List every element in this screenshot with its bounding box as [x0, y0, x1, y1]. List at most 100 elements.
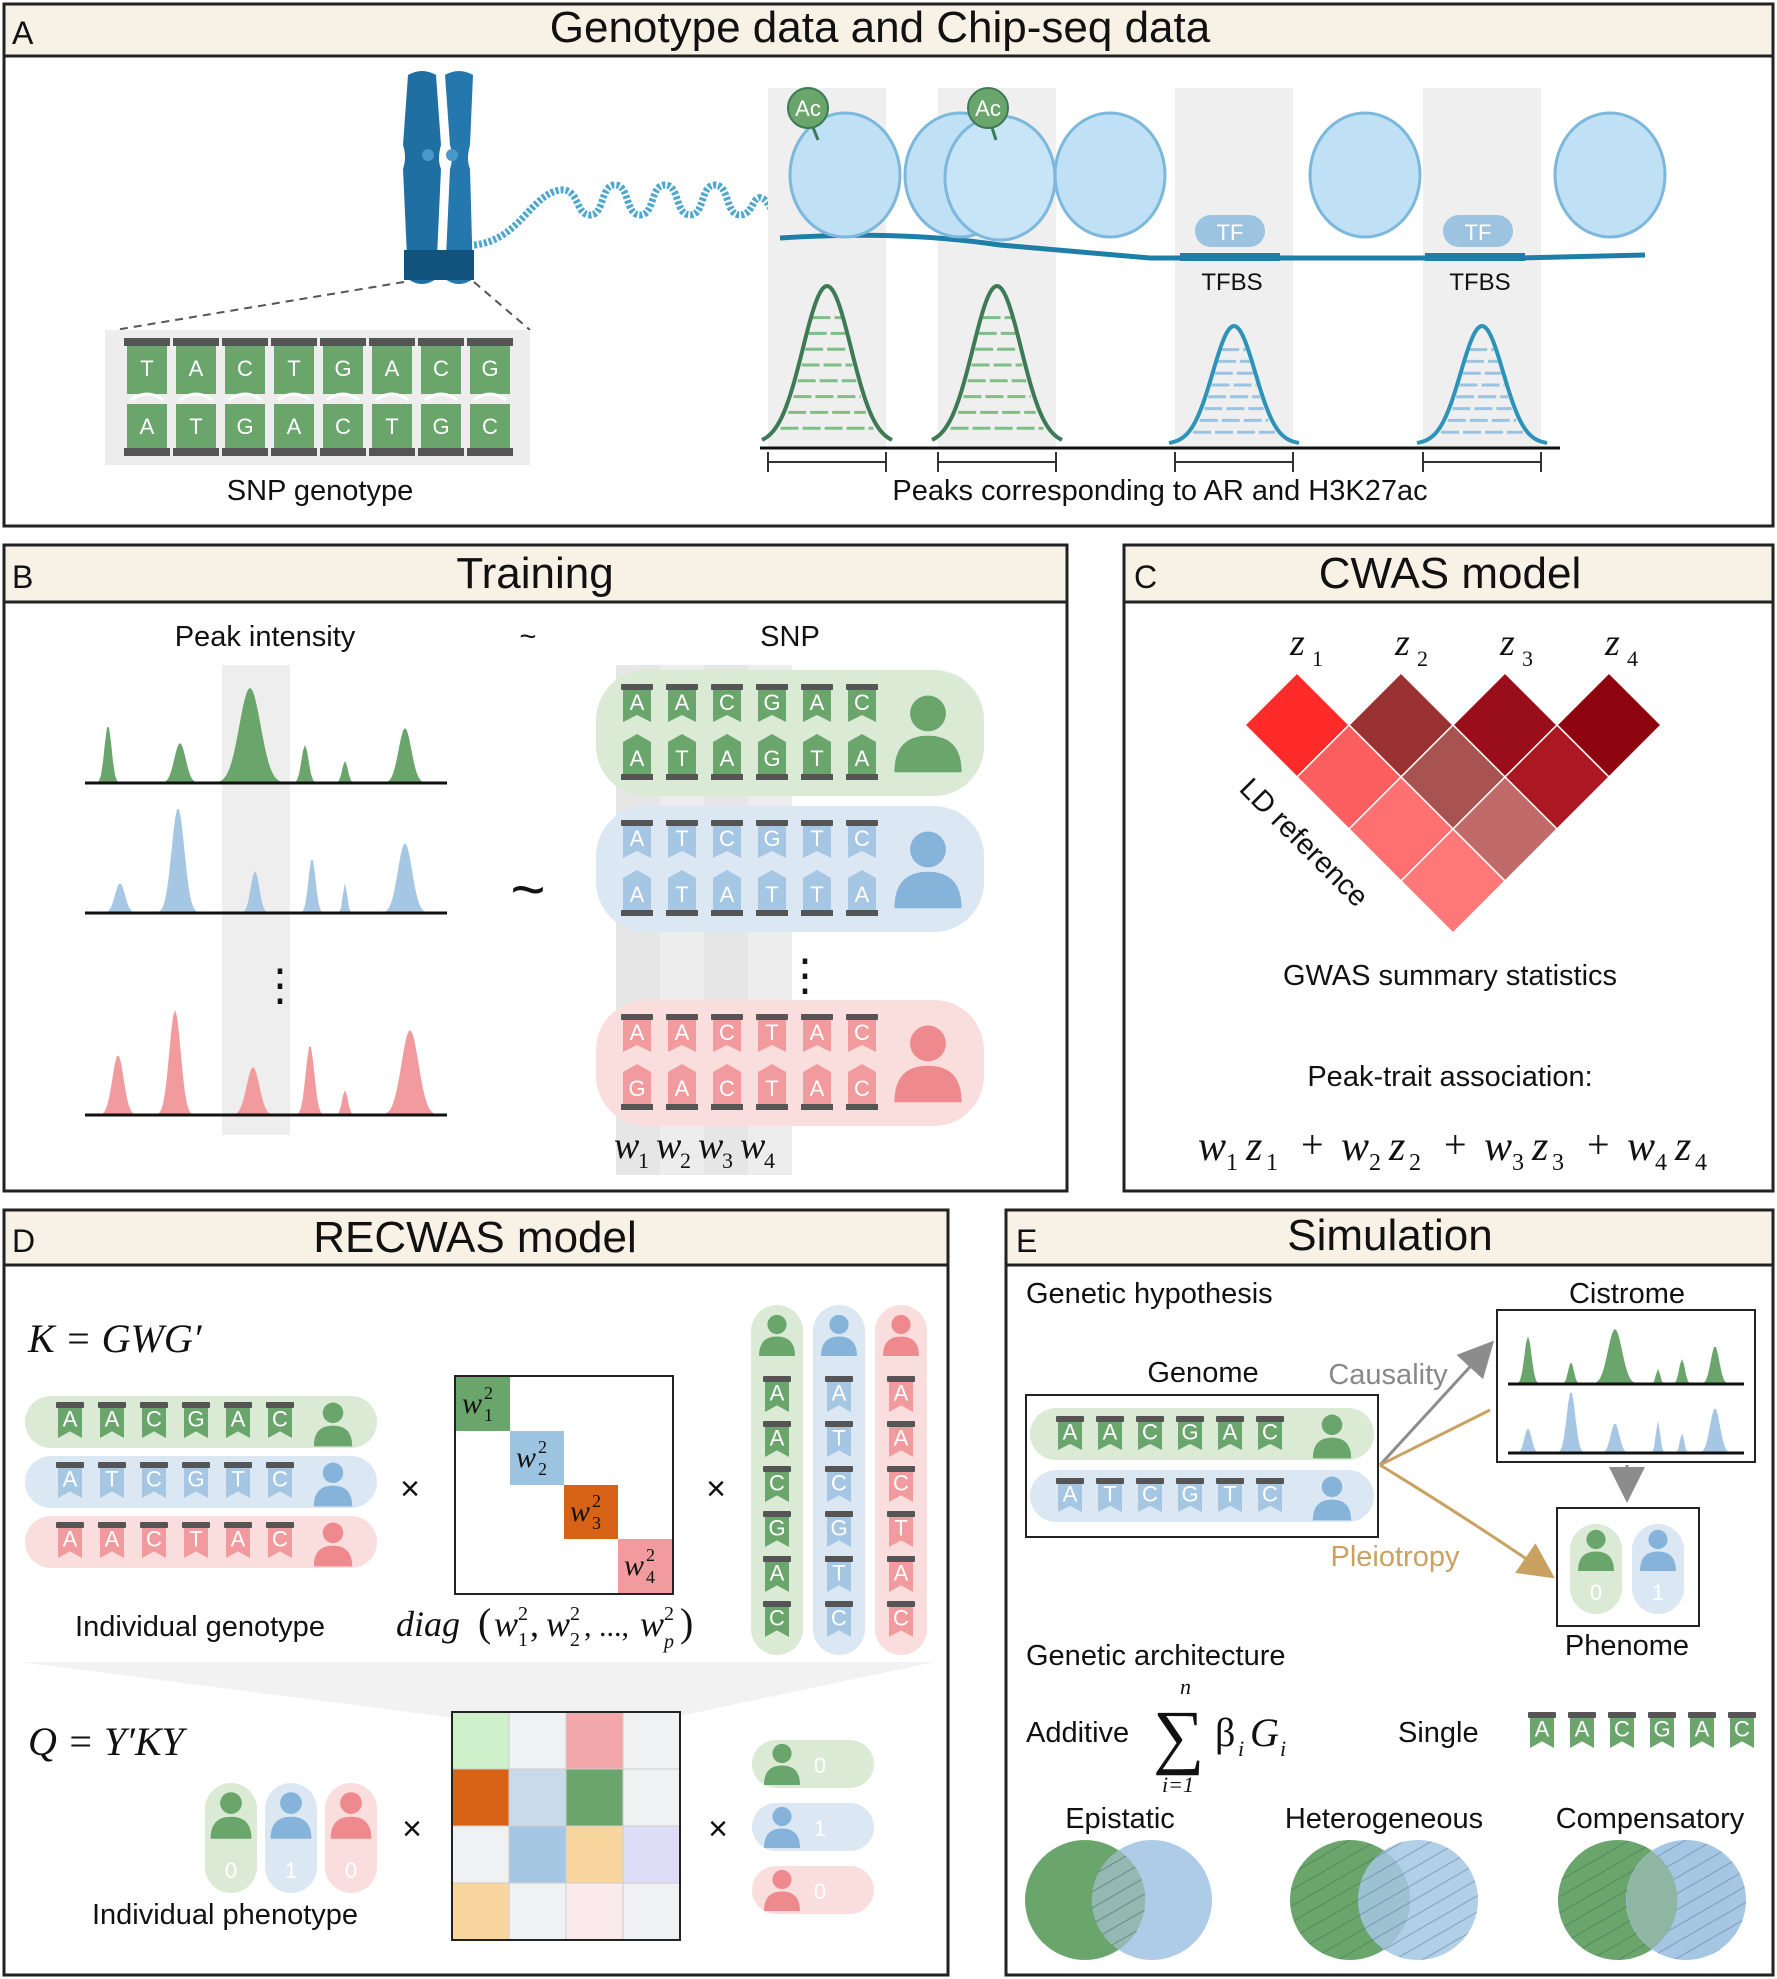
- genotype-allele: A: [224, 1402, 252, 1438]
- svg-text:C: C: [1614, 1717, 1630, 1742]
- genotype-allele: T: [887, 1511, 915, 1547]
- chromosome-icon: [403, 71, 474, 284]
- person-icon: [759, 1314, 795, 1356]
- person-icon: [764, 1743, 800, 1785]
- person-icon: [1312, 1476, 1352, 1521]
- svg-text:T: T: [189, 414, 202, 439]
- compensatory-label: Compensatory: [1556, 1803, 1745, 1835]
- additive-label: Additive: [1026, 1717, 1129, 1749]
- single-allele: C: [1608, 1712, 1636, 1748]
- peak-intensity-label: Peak intensity: [175, 621, 356, 653]
- svg-text:A: A: [1575, 1717, 1590, 1742]
- snp-pair: TA: [271, 338, 317, 456]
- panel-b: B Training Peak intensity ~ SNP ⋮ ~ A A A T…: [2, 543, 1069, 1193]
- kinship-cell: [451, 1711, 510, 1770]
- svg-text:A: A: [231, 1527, 246, 1552]
- kinship-cell: [622, 1882, 681, 1941]
- kinship-cell: [451, 1882, 510, 1941]
- snp-label: SNP: [760, 621, 820, 653]
- svg-text:Ac: Ac: [795, 96, 821, 121]
- genome-label: Genome: [1147, 1357, 1258, 1389]
- svg-text:G: G: [1181, 1419, 1198, 1444]
- association-formula: w 1 z 1 + w 2 z 2 + w 3 z 3 + w 4 z 4: [1198, 1122, 1707, 1176]
- genotype-allele: C: [140, 1402, 168, 1438]
- svg-text:G: G: [1250, 1710, 1279, 1755]
- person-icon: [313, 1402, 353, 1447]
- snp-top-allele: A: [621, 820, 653, 858]
- person-icon: [764, 1806, 800, 1848]
- svg-text:w: w: [614, 1125, 640, 1167]
- svg-text:T: T: [287, 356, 300, 381]
- svg-text:1: 1: [484, 1405, 493, 1425]
- svg-text:A: A: [1063, 1481, 1078, 1506]
- genotype-allele: A: [98, 1522, 126, 1558]
- svg-text:T: T: [231, 1467, 244, 1492]
- weight-w2: w2: [656, 1125, 691, 1173]
- svg-text:A: A: [675, 1020, 690, 1045]
- panel-c-title: CWAS model: [1319, 549, 1581, 598]
- peak-bracket: [767, 452, 887, 472]
- heterogeneous-venn: [1290, 1840, 1478, 1960]
- svg-text:2: 2: [646, 1545, 655, 1565]
- svg-text:2: 2: [570, 1603, 580, 1625]
- tfbs-label-1: TFBS: [1201, 269, 1262, 296]
- snp-top-allele: C: [711, 820, 743, 858]
- svg-text:w: w: [570, 1495, 590, 1528]
- kinship-cell: [508, 1882, 567, 1941]
- svg-text:A: A: [189, 356, 204, 381]
- snp-genotype-caption: SNP genotype: [227, 475, 414, 507]
- k-formula: K = GWG′: [27, 1316, 203, 1361]
- weight-diagonal-matrix: w 21w 22w 23w 24: [456, 1377, 672, 1593]
- svg-text:C: C: [854, 690, 870, 715]
- svg-text:1: 1: [1652, 1580, 1664, 1605]
- person-icon: [764, 1869, 800, 1911]
- phenome-label: Phenome: [1565, 1630, 1689, 1662]
- svg-text:0: 0: [1590, 1580, 1602, 1605]
- pleiotropy-arrow: [1379, 1463, 1555, 1579]
- svg-text:A: A: [630, 746, 645, 771]
- vertical-dots-right: ⋮: [783, 951, 827, 1000]
- svg-text:w: w: [698, 1125, 724, 1167]
- svg-text:w: w: [1341, 1124, 1369, 1170]
- svg-text:C: C: [433, 356, 449, 381]
- causality-label: Causality: [1328, 1359, 1448, 1391]
- svg-text:A: A: [855, 746, 870, 771]
- kinship-cell: [622, 1711, 681, 1770]
- svg-text:A: A: [832, 1381, 847, 1406]
- genotype-allele: A: [887, 1376, 915, 1412]
- svg-text:C: C: [719, 690, 735, 715]
- genotype-allele: A: [763, 1376, 791, 1412]
- svg-text:G: G: [1181, 1481, 1198, 1506]
- cistrome-track-blue: [1508, 1392, 1744, 1455]
- svg-text:4: 4: [1655, 1150, 1667, 1176]
- svg-text:T: T: [675, 746, 688, 771]
- kinship-cell: [622, 1768, 681, 1827]
- transcription-factor-2: TF TFBS: [1443, 215, 1513, 296]
- svg-text:C: C: [893, 1606, 909, 1631]
- svg-text:3: 3: [1552, 1150, 1564, 1176]
- snp-pair: CG: [418, 338, 464, 456]
- panel-e: E Simulation Genetic hypothesis Genome A…: [1004, 1208, 1775, 1977]
- gwas-summary-label: GWAS summary statistics: [1283, 960, 1617, 992]
- svg-text:4: 4: [764, 1148, 775, 1173]
- svg-text:C: C: [769, 1606, 785, 1631]
- peak-track: [85, 688, 447, 785]
- cistrome-tracks: [1508, 1329, 1744, 1455]
- genome-allele: C: [1256, 1416, 1284, 1450]
- svg-text:diag: diag: [396, 1604, 460, 1644]
- svg-text:T: T: [810, 826, 823, 851]
- svg-text:C: C: [854, 1076, 870, 1101]
- svg-text:i: i: [1238, 1736, 1244, 1761]
- panel-d-letter: D: [12, 1223, 35, 1259]
- svg-text:w: w: [1484, 1124, 1512, 1170]
- svg-text:A: A: [770, 1381, 785, 1406]
- kinship-cell: [508, 1768, 567, 1827]
- compensatory-venn: [1558, 1840, 1746, 1960]
- svg-text:z: z: [1245, 1124, 1262, 1170]
- phenotype-pill: 0: [205, 1783, 257, 1893]
